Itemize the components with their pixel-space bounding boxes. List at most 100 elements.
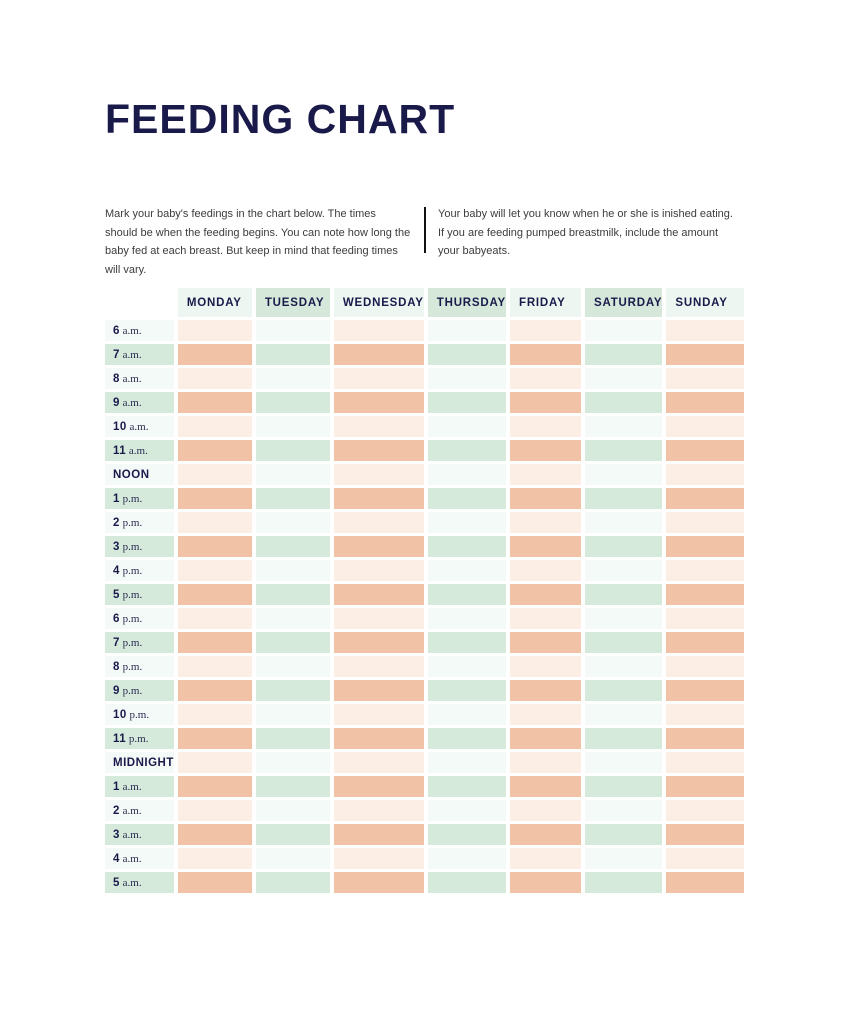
feeding-cell bbox=[333, 608, 424, 629]
time-label-cell: 2 p.m. bbox=[105, 512, 174, 533]
feeding-cell bbox=[510, 872, 581, 893]
feeding-cell bbox=[510, 440, 581, 461]
feeding-cell bbox=[333, 464, 424, 485]
feeding-cell bbox=[255, 560, 330, 581]
table-row: NOON bbox=[105, 464, 745, 485]
feeding-cell bbox=[510, 632, 581, 653]
table-row: 10 p.m. bbox=[105, 704, 745, 725]
feeding-cell bbox=[585, 344, 663, 365]
feeding-cell bbox=[666, 584, 745, 605]
feeding-cell bbox=[585, 584, 663, 605]
feeding-cell bbox=[427, 488, 506, 509]
feeding-cell bbox=[255, 392, 330, 413]
feeding-cell bbox=[333, 368, 424, 389]
feeding-cell bbox=[427, 872, 506, 893]
feeding-cell bbox=[255, 488, 330, 509]
feeding-cell bbox=[427, 584, 506, 605]
feeding-cell bbox=[666, 776, 745, 797]
feeding-cell bbox=[333, 440, 424, 461]
table-row: 9 p.m. bbox=[105, 680, 745, 701]
feeding-cell bbox=[510, 776, 581, 797]
feeding-cell bbox=[666, 416, 745, 437]
feeding-cell bbox=[177, 752, 252, 773]
feeding-cell bbox=[427, 824, 506, 845]
feeding-cell bbox=[427, 416, 506, 437]
table-row: 11 p.m. bbox=[105, 728, 745, 749]
feeding-cell bbox=[177, 824, 252, 845]
feeding-cell bbox=[510, 848, 581, 869]
feeding-cell bbox=[255, 536, 330, 557]
feeding-cell bbox=[177, 536, 252, 557]
time-label-cell: 2 a.m. bbox=[105, 800, 174, 821]
table-row: 5 p.m. bbox=[105, 584, 745, 605]
feeding-cell bbox=[177, 584, 252, 605]
feeding-cell bbox=[177, 680, 252, 701]
feeding-cell bbox=[666, 536, 745, 557]
feeding-cell bbox=[585, 872, 663, 893]
feeding-cell bbox=[666, 464, 745, 485]
feeding-cell bbox=[177, 560, 252, 581]
table-row: 6 a.m. bbox=[105, 320, 745, 341]
feeding-cell bbox=[177, 848, 252, 869]
intro-right-text: Your baby will let you know when he or s… bbox=[438, 208, 733, 257]
feeding-cell bbox=[333, 800, 424, 821]
feeding-cell bbox=[177, 656, 252, 677]
feeding-cell bbox=[427, 464, 506, 485]
feeding-cell bbox=[510, 464, 581, 485]
feeding-cell bbox=[666, 872, 745, 893]
feeding-cell bbox=[585, 416, 663, 437]
time-label-cell: 6 p.m. bbox=[105, 608, 174, 629]
feeding-cell bbox=[177, 704, 252, 725]
table-row: 2 p.m. bbox=[105, 512, 745, 533]
feeding-cell bbox=[333, 776, 424, 797]
day-header-sunday: SUNDAY bbox=[666, 288, 745, 317]
time-label-cell: 5 p.m. bbox=[105, 584, 174, 605]
time-label-cell: 9 p.m. bbox=[105, 680, 174, 701]
feeding-cell bbox=[177, 440, 252, 461]
feeding-cell bbox=[585, 848, 663, 869]
feeding-cell bbox=[585, 608, 663, 629]
feeding-cell bbox=[255, 464, 330, 485]
feeding-cell bbox=[585, 776, 663, 797]
feeding-cell bbox=[177, 368, 252, 389]
feeding-cell bbox=[666, 344, 745, 365]
feeding-cell bbox=[427, 536, 506, 557]
table-row: 2 a.m. bbox=[105, 800, 745, 821]
feeding-cell bbox=[666, 560, 745, 581]
feeding-cell bbox=[333, 488, 424, 509]
day-header-friday: FRIDAY bbox=[510, 288, 581, 317]
table-row: 9 a.m. bbox=[105, 392, 745, 413]
feeding-cell bbox=[255, 656, 330, 677]
feeding-cell bbox=[510, 800, 581, 821]
day-header-monday: MONDAY bbox=[177, 288, 252, 317]
feeding-cell bbox=[177, 776, 252, 797]
feeding-cell bbox=[177, 608, 252, 629]
feeding-cell bbox=[427, 680, 506, 701]
feeding-cell bbox=[255, 800, 330, 821]
feeding-cell bbox=[427, 704, 506, 725]
feeding-cell bbox=[427, 608, 506, 629]
feeding-cell bbox=[666, 824, 745, 845]
feeding-cell bbox=[510, 728, 581, 749]
feeding-cell bbox=[255, 848, 330, 869]
time-label-cell: 8 p.m. bbox=[105, 656, 174, 677]
feeding-cell bbox=[255, 344, 330, 365]
feeding-cell bbox=[427, 848, 506, 869]
time-label-cell: 4 a.m. bbox=[105, 848, 174, 869]
page-title: FEEDING CHART bbox=[105, 96, 456, 142]
feeding-cell bbox=[333, 848, 424, 869]
feeding-cell bbox=[585, 680, 663, 701]
feeding-cell bbox=[585, 560, 663, 581]
table-row: 5 a.m. bbox=[105, 872, 745, 893]
feeding-cell bbox=[427, 728, 506, 749]
feeding-cell bbox=[585, 512, 663, 533]
feeding-cell bbox=[255, 512, 330, 533]
time-label-cell: 3 a.m. bbox=[105, 824, 174, 845]
feeding-cell bbox=[510, 416, 581, 437]
feeding-cell bbox=[666, 704, 745, 725]
intro-section: Mark your baby's feedings in the chart b… bbox=[105, 205, 745, 279]
feeding-cell bbox=[666, 680, 745, 701]
intro-divider bbox=[424, 207, 426, 253]
feeding-cell bbox=[427, 512, 506, 533]
